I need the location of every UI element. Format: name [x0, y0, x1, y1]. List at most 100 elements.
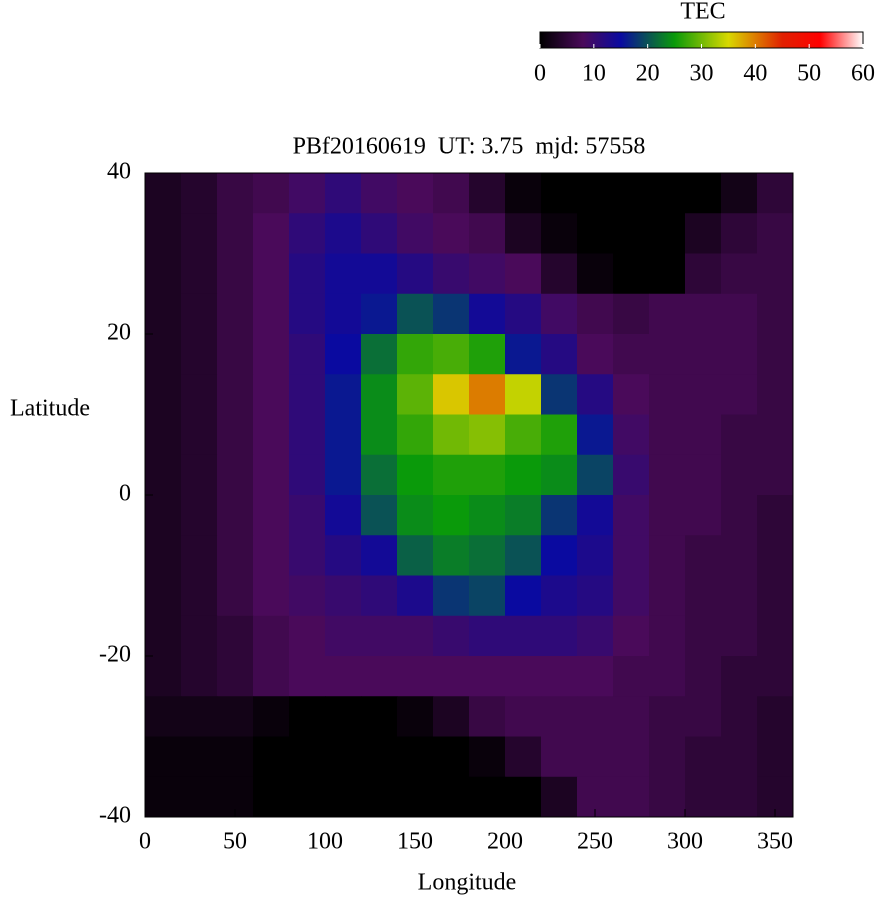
heatmap-cell: [685, 213, 722, 254]
heatmap-cell: [397, 575, 434, 617]
x-tick-label: 350: [757, 829, 793, 855]
heatmap-cell: [613, 575, 650, 617]
heatmap-cell: [649, 253, 686, 295]
heatmap-cell: [613, 454, 650, 496]
heatmap-cell: [505, 173, 542, 214]
heatmap-cell: [325, 575, 362, 617]
heatmap-cell: [253, 615, 290, 657]
heatmap-cell: [685, 776, 722, 818]
heatmap-cell: [253, 173, 290, 214]
heatmap-cell: [469, 495, 506, 536]
heatmap-cell: [469, 575, 506, 617]
heatmap-cell: [361, 656, 398, 697]
heatmap-cell: [577, 253, 614, 295]
heatmap-cell: [217, 656, 254, 697]
heatmap-cell: [577, 213, 614, 254]
heatmap-cell: [181, 173, 218, 214]
heatmap-cell: [181, 293, 218, 335]
heatmap-cell: [577, 293, 614, 335]
heatmap-cell: [325, 776, 362, 818]
heatmap-cell: [757, 454, 794, 496]
heatmap-cell: [145, 575, 182, 617]
heatmap-cell: [505, 575, 542, 617]
heatmap-cell: [253, 776, 290, 818]
heatmap-cell: [433, 334, 470, 375]
heatmap-cell: [289, 535, 326, 576]
x-tick-label: 200: [487, 829, 523, 855]
heatmap-cell: [577, 454, 614, 496]
colorbar-tick-label: 10: [582, 61, 606, 87]
heatmap-cell: [757, 495, 794, 536]
heatmap-cell: [325, 696, 362, 737]
heatmap-cell: [397, 736, 434, 778]
heatmap-cell: [181, 253, 218, 295]
heatmap-cell: [649, 414, 686, 456]
heatmap-cell: [505, 334, 542, 375]
heatmap-cell: [325, 615, 362, 657]
heatmap-cell: [145, 495, 182, 536]
heatmap-cell: [397, 615, 434, 657]
heatmap-cell: [433, 776, 470, 818]
heatmap-cell: [253, 374, 290, 415]
heatmap-cell: [613, 776, 650, 818]
heatmap-cell: [541, 173, 578, 214]
heatmap-cell: [613, 213, 650, 254]
heatmap-cell: [469, 414, 506, 456]
heatmap-cell: [361, 293, 398, 335]
heatmap-cell: [541, 776, 578, 818]
heatmap-cell: [145, 656, 182, 697]
heatmap-cell: [721, 374, 758, 415]
heatmap-cell: [253, 454, 290, 496]
heatmap-cell: [361, 173, 398, 214]
heatmap-cell: [721, 615, 758, 657]
heatmap-cell: [361, 213, 398, 254]
heatmap-cell: [361, 736, 398, 778]
heatmap-cell: [505, 495, 542, 536]
heatmap-cell: [613, 374, 650, 415]
heatmap-cell: [613, 293, 650, 335]
heatmap-cell: [721, 656, 758, 697]
y-tick-label: 20: [107, 320, 131, 346]
heatmap-cell: [289, 615, 326, 657]
heatmap-cell: [325, 253, 362, 295]
heatmap-cell: [433, 696, 470, 737]
heatmap-cell: [217, 615, 254, 657]
heatmap-cell: [685, 374, 722, 415]
heatmap-cell: [217, 454, 254, 496]
heatmap-cell: [613, 495, 650, 536]
y-tick-label: 40: [107, 159, 131, 185]
heatmap-cell: [541, 696, 578, 737]
heatmap-cell: [541, 293, 578, 335]
heatmap-cell: [253, 334, 290, 375]
heatmap-cell: [289, 293, 326, 335]
heatmap-cell: [253, 696, 290, 737]
heatmap-cell: [433, 173, 470, 214]
heatmap-cell: [397, 656, 434, 697]
y-axis-label: Latitude: [10, 396, 90, 422]
heatmap-cell: [613, 615, 650, 657]
heatmap-cell: [757, 293, 794, 335]
heatmap-cell: [469, 253, 506, 295]
heatmap-cell: [649, 656, 686, 697]
heatmap-cell: [505, 696, 542, 737]
heatmap-cell: [289, 696, 326, 737]
heatmap-cell: [181, 334, 218, 375]
heatmap-cell: [145, 414, 182, 456]
heatmap-cell: [181, 615, 218, 657]
heatmap-cell: [577, 495, 614, 536]
heatmap-cell: [541, 615, 578, 657]
x-tick-label: 0: [139, 829, 151, 855]
heatmap-cell: [433, 535, 470, 576]
heatmap-cell: [577, 173, 614, 214]
heatmap-cell: [217, 293, 254, 335]
heatmap-cell: [145, 454, 182, 496]
heatmap-cell: [289, 454, 326, 496]
heatmap-cell: [613, 253, 650, 295]
heatmap-cell: [361, 414, 398, 456]
heatmap-cell: [469, 454, 506, 496]
heatmap-cell: [145, 334, 182, 375]
heatmap-cell: [469, 213, 506, 254]
heatmap-cell: [433, 293, 470, 335]
heatmap-cell: [397, 253, 434, 295]
heatmap-cell: [433, 495, 470, 536]
